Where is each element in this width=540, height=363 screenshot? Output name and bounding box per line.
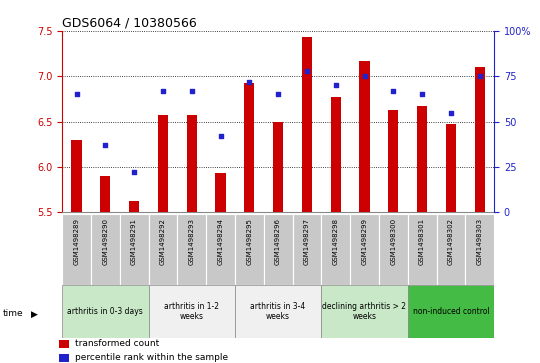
Point	[302, 68, 311, 74]
Bar	[321, 214, 350, 285]
Bar	[408, 285, 494, 338]
Bar	[436, 214, 465, 285]
Bar	[120, 214, 148, 285]
Text: percentile rank within the sample: percentile rank within the sample	[75, 354, 228, 362]
Bar	[264, 214, 293, 285]
Point	[216, 133, 225, 139]
Bar	[446, 124, 456, 212]
Point	[274, 91, 282, 97]
Text: GDS6064 / 10380566: GDS6064 / 10380566	[62, 17, 197, 30]
Text: GSM1498292: GSM1498292	[160, 218, 166, 265]
Bar	[100, 176, 110, 212]
Text: GSM1498298: GSM1498298	[333, 218, 339, 265]
Bar	[293, 214, 321, 285]
Point	[360, 73, 369, 79]
Bar	[273, 122, 283, 212]
Text: GSM1498297: GSM1498297	[304, 218, 310, 265]
Bar	[379, 214, 408, 285]
Point	[245, 79, 254, 85]
Text: transformed count: transformed count	[75, 339, 159, 348]
Bar	[158, 115, 168, 212]
Point	[159, 88, 167, 94]
Text: GSM1498296: GSM1498296	[275, 218, 281, 265]
Bar	[350, 214, 379, 285]
Bar	[302, 37, 312, 212]
Text: arthritis in 1-2
weeks: arthritis in 1-2 weeks	[164, 302, 219, 321]
Bar	[360, 61, 369, 212]
Point	[130, 170, 138, 175]
Point	[187, 88, 196, 94]
Bar	[148, 214, 177, 285]
Bar	[215, 174, 226, 212]
Point	[447, 110, 455, 115]
Bar	[235, 214, 264, 285]
Text: GSM1498303: GSM1498303	[477, 218, 483, 265]
Bar	[59, 340, 69, 348]
Bar	[388, 110, 399, 212]
Bar	[330, 97, 341, 212]
Bar	[91, 214, 120, 285]
Bar	[148, 285, 235, 338]
Text: GSM1498293: GSM1498293	[188, 218, 195, 265]
Text: GSM1498291: GSM1498291	[131, 218, 137, 265]
Bar	[187, 115, 197, 212]
Text: GSM1498290: GSM1498290	[102, 218, 109, 265]
Text: ▶: ▶	[31, 310, 38, 318]
Bar	[244, 82, 254, 212]
Text: GSM1498299: GSM1498299	[361, 218, 368, 265]
Bar	[59, 354, 69, 362]
Bar	[177, 214, 206, 285]
Bar	[235, 285, 321, 338]
Text: GSM1498294: GSM1498294	[218, 218, 224, 265]
Bar	[417, 106, 427, 212]
Bar	[206, 214, 235, 285]
Bar	[129, 201, 139, 212]
Text: GSM1498289: GSM1498289	[73, 218, 79, 265]
Text: arthritis in 3-4
weeks: arthritis in 3-4 weeks	[251, 302, 306, 321]
Bar	[62, 214, 91, 285]
Bar	[71, 140, 82, 212]
Text: GSM1498295: GSM1498295	[246, 218, 252, 265]
Point	[72, 91, 81, 97]
Bar	[408, 214, 436, 285]
Text: arthritis in 0-3 days: arthritis in 0-3 days	[68, 307, 143, 316]
Text: GSM1498302: GSM1498302	[448, 218, 454, 265]
Point	[418, 91, 427, 97]
Text: GSM1498300: GSM1498300	[390, 218, 396, 265]
Bar	[62, 285, 149, 338]
Bar	[475, 67, 485, 212]
Point	[332, 82, 340, 88]
Text: GSM1498301: GSM1498301	[419, 218, 425, 265]
Bar	[321, 285, 408, 338]
Point	[475, 73, 484, 79]
Text: declining arthritis > 2
weeks: declining arthritis > 2 weeks	[322, 302, 407, 321]
Text: time: time	[3, 310, 23, 318]
Text: non-induced control: non-induced control	[413, 307, 489, 316]
Point	[101, 142, 110, 148]
Bar	[465, 214, 494, 285]
Point	[389, 88, 397, 94]
